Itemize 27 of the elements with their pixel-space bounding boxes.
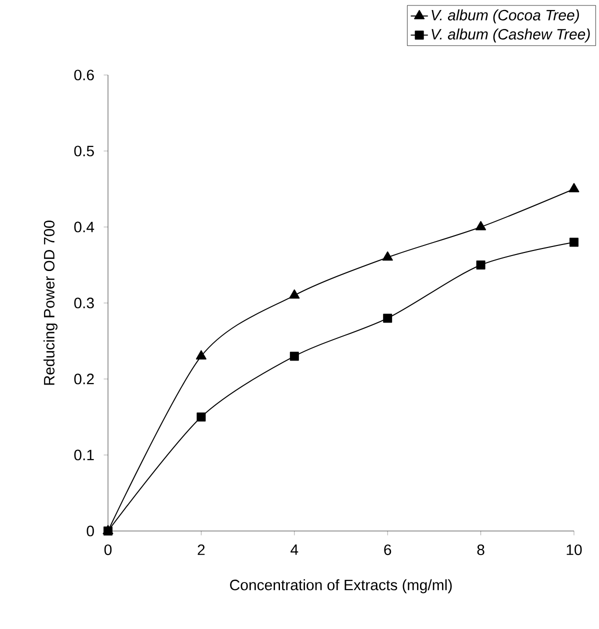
point xyxy=(196,412,206,422)
point xyxy=(569,238,578,247)
point xyxy=(196,350,206,360)
y-tick-label: 0.6 xyxy=(74,70,94,80)
x-axis-title: Concentration of Extracts (mg/ml) xyxy=(230,579,452,594)
y-tick-label: 0.1 xyxy=(74,450,94,460)
x-tick-label: 6 xyxy=(384,544,392,556)
x-tick-label: 8 xyxy=(477,544,484,556)
legend-label: V. album (Cashew Tree) xyxy=(432,28,590,43)
point xyxy=(289,289,300,299)
y-tick-label: 0.5 xyxy=(74,146,94,156)
y-tick-label: 0.3 xyxy=(74,298,94,308)
point xyxy=(476,221,486,230)
y-tick-label: 0 xyxy=(86,526,94,536)
x-tick-label: 2 xyxy=(198,544,205,555)
legend-label: V. album (Cocoa Tree) xyxy=(432,9,579,24)
y-tick-label: 0.4 xyxy=(74,222,94,232)
point xyxy=(476,260,486,270)
point xyxy=(383,314,392,323)
x-tick-label: 10 xyxy=(566,544,582,556)
y-tick-label: 0.2 xyxy=(74,374,94,384)
point xyxy=(290,352,299,361)
point xyxy=(568,183,580,192)
x-tick-label: 4 xyxy=(290,544,298,555)
point xyxy=(382,251,393,261)
x-tick-label: 0 xyxy=(104,544,112,556)
y-axis-title: Reducing Power OD 700 xyxy=(44,220,58,385)
